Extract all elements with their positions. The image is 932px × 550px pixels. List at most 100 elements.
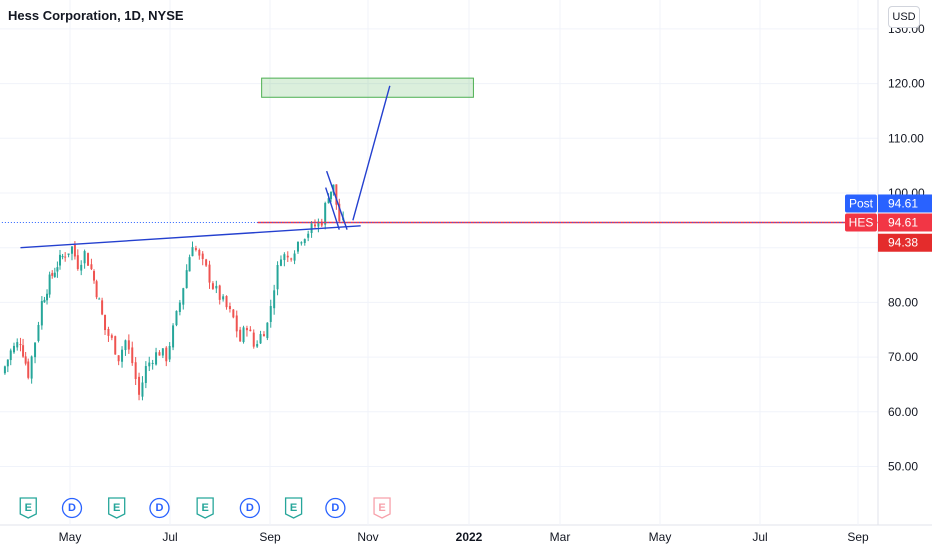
candle-body [158, 352, 161, 356]
candle [249, 326, 252, 332]
candle-body [307, 233, 310, 238]
price-label-value: 94.61 [888, 215, 918, 229]
price-label-box [878, 233, 932, 252]
candle [6, 359, 9, 373]
candle [218, 284, 221, 305]
price-label-value: 94.38 [888, 236, 918, 250]
candle-body [235, 315, 238, 332]
candle-body [56, 267, 59, 272]
event-letter: D [331, 502, 339, 514]
candle [16, 338, 19, 351]
candle [114, 335, 117, 355]
dividend-marker-shape [61, 497, 83, 519]
dividend-marker[interactable]: D [325, 497, 346, 519]
price-axis[interactable]: 50.0060.0070.0080.0090.00100.00110.00120… [877, 0, 925, 525]
earnings-marker[interactable]: E [19, 497, 37, 519]
candle [131, 341, 134, 366]
candle [330, 191, 333, 203]
trendline [352, 85, 391, 221]
candle [185, 264, 188, 289]
candle-body [327, 198, 330, 204]
candle-body [165, 347, 168, 362]
price-label-name: HES [849, 215, 874, 229]
earnings-marker[interactable]: E [108, 497, 126, 519]
candle [9, 348, 12, 366]
candle-body [114, 336, 117, 355]
candle-body [293, 253, 296, 261]
currency-selector[interactable]: USD [888, 6, 920, 28]
candle [232, 308, 235, 319]
drawings-layer[interactable] [0, 85, 878, 249]
candle-body [269, 306, 272, 322]
candle-body [144, 366, 147, 383]
candle-body [194, 248, 197, 250]
dividend-marker[interactable]: D [239, 497, 261, 519]
candle-body [313, 224, 316, 227]
candle [70, 245, 73, 261]
candle-body [218, 285, 221, 300]
candle-body [320, 221, 323, 226]
earnings-marker[interactable]: E [284, 497, 303, 519]
event-letter: D [155, 502, 163, 514]
target-zone-rect [261, 77, 474, 98]
chart-grid [0, 0, 932, 526]
event-letter: D [246, 502, 254, 514]
candle-body [9, 350, 12, 361]
trendline [20, 225, 361, 249]
candle [303, 238, 306, 246]
earnings-marker[interactable]: E [373, 497, 391, 519]
candle [273, 284, 276, 315]
x-tick-label: Sep [259, 530, 281, 544]
candle [148, 356, 151, 372]
price-label-tag [845, 213, 877, 232]
candlestick-series [3, 184, 345, 401]
event-letter: E [25, 502, 32, 514]
candle [30, 355, 33, 384]
candle [83, 249, 86, 269]
candle [165, 346, 168, 367]
candle-body [27, 361, 30, 378]
price-label-box [878, 213, 932, 232]
candle-body [80, 264, 83, 271]
candle [67, 253, 70, 258]
x-tick-label: Jul [162, 530, 177, 544]
candle [37, 321, 40, 343]
candle-body [104, 314, 107, 331]
time-axis[interactable]: May Jul Sep Nov 2022 Mar May Jul Sep [59, 530, 869, 544]
candle-body [330, 191, 333, 200]
candle-body [290, 258, 293, 260]
candle-body [73, 244, 76, 257]
candle [53, 267, 56, 278]
candle [222, 294, 225, 302]
candle-body [24, 356, 27, 364]
earnings-marker[interactable]: E [196, 497, 214, 519]
candle-body [101, 300, 104, 315]
candle [256, 340, 259, 348]
candle [235, 310, 238, 338]
candle [208, 260, 211, 289]
candle [182, 287, 185, 310]
candle-body [225, 296, 228, 308]
dividend-marker[interactable]: D [149, 497, 170, 519]
candle [286, 251, 289, 263]
candle [245, 325, 248, 337]
candle-body [141, 382, 144, 397]
candle-body [83, 251, 86, 264]
price-label-tag [845, 194, 877, 213]
candle-body [303, 239, 306, 244]
chart-title: Hess Corporation, 1D, NYSE [8, 8, 184, 23]
candle-body [34, 342, 37, 358]
event-letter: E [201, 502, 208, 514]
candle [104, 314, 107, 336]
earnings-marker-shape [196, 497, 214, 519]
candle-body [64, 256, 67, 258]
candle [58, 249, 61, 270]
earnings-marker-shape [284, 497, 303, 519]
candle [168, 342, 171, 363]
target-zone [261, 77, 474, 98]
candle-body [43, 299, 46, 303]
dividend-marker[interactable]: D [61, 497, 83, 519]
candle [242, 325, 245, 344]
